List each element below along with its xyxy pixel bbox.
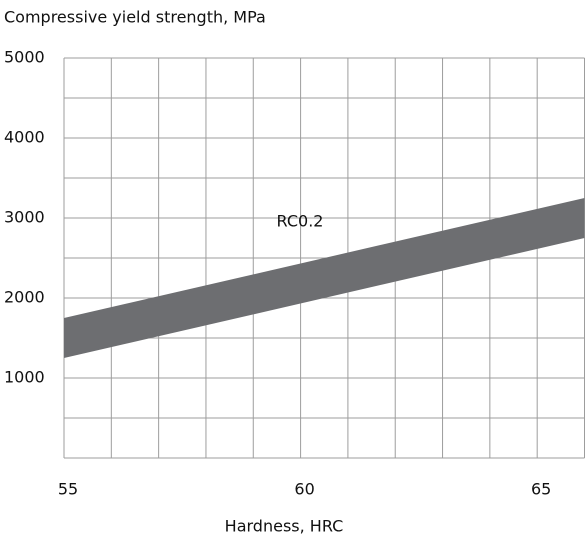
y-tick-label: 1000 <box>4 368 45 387</box>
y-tick-label: 5000 <box>4 48 45 67</box>
chart-title: Compressive yield strength, MPa <box>4 8 266 27</box>
y-tick-label: 3000 <box>4 208 45 227</box>
y-tick-label: 4000 <box>4 128 45 147</box>
y-tick-label: 2000 <box>4 288 45 307</box>
x-axis-label: Hardness, HRC <box>225 517 344 536</box>
band-label: RC0.2 <box>277 212 324 231</box>
x-tick-label: 60 <box>294 480 314 499</box>
x-tick-label: 65 <box>531 480 551 499</box>
x-tick-label: 55 <box>58 480 78 499</box>
band <box>64 198 585 358</box>
